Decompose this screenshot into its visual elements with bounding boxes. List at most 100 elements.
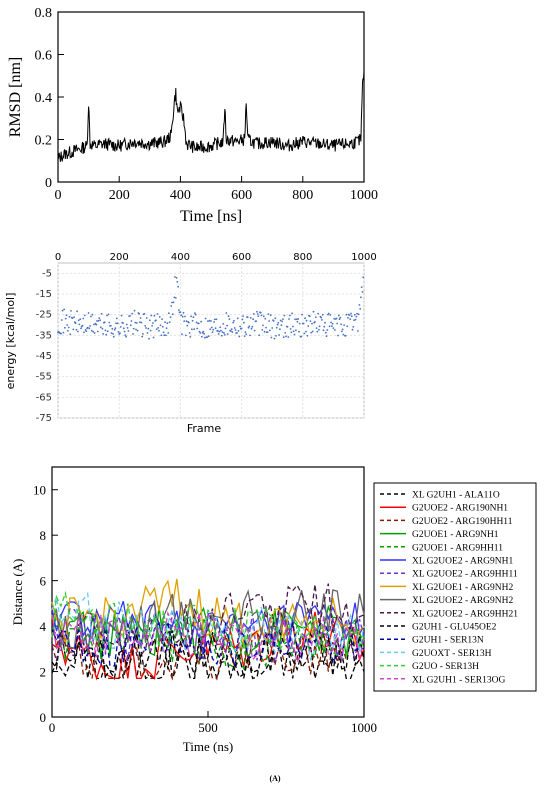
energy-point: [116, 322, 119, 325]
energy-point: [89, 325, 91, 327]
energy-point: [292, 330, 295, 333]
energy-point: [220, 329, 222, 332]
energy-ytick-label: -35: [36, 330, 52, 341]
energy-point: [345, 313, 348, 316]
energy-ytick-label: -65: [36, 392, 52, 403]
energy-xtick-label: 600: [232, 252, 251, 263]
energy-point: [208, 319, 211, 322]
energy-point: [257, 315, 260, 317]
energy-point: [123, 330, 126, 333]
energy-point: [289, 328, 292, 330]
energy-xtick-label: 200: [110, 252, 129, 263]
energy-point: [104, 329, 107, 332]
energy-point: [182, 311, 185, 314]
energy-point: [227, 315, 230, 318]
energy-point: [106, 314, 108, 317]
energy-point: [290, 331, 293, 334]
energy-point: [145, 317, 148, 319]
energy-point: [60, 332, 62, 335]
energy-point: [353, 313, 356, 316]
energy-point: [256, 310, 258, 313]
energy-point: [119, 326, 122, 328]
energy-point: [107, 313, 110, 316]
energy-point: [213, 321, 216, 323]
energy-point: [82, 317, 85, 320]
rmsd-xtick-label: 600: [231, 188, 252, 203]
energy-point: [171, 313, 174, 316]
energy-point: [181, 315, 184, 318]
energy-point: [126, 327, 129, 329]
energy-point: [228, 318, 231, 320]
energy-point: [291, 312, 293, 315]
energy-point: [197, 322, 200, 325]
energy-point: [74, 322, 77, 325]
energy-point: [351, 328, 354, 331]
energy-point: [93, 332, 96, 334]
rmsd-xtick-label: 0: [55, 188, 62, 203]
energy-xtick-label: 1000: [351, 252, 376, 263]
energy-point: [286, 325, 289, 328]
energy-point: [252, 313, 255, 315]
energy-point: [179, 311, 182, 313]
energy-point: [90, 315, 92, 318]
energy-point: [323, 325, 326, 328]
energy-point: [210, 320, 212, 322]
energy-point: [185, 320, 188, 323]
energy-point: [77, 330, 79, 333]
energy-point: [280, 324, 283, 326]
energy-point: [83, 331, 85, 334]
energy-point: [337, 334, 339, 337]
energy-point: [246, 316, 249, 319]
energy-point: [87, 312, 90, 314]
energy-point: [247, 326, 250, 329]
distance-legend: XL G2UH1 - ALA11O G2UOE2 - ARG190NH1 G2UOE…: [373, 482, 537, 692]
energy-point: [264, 317, 267, 320]
energy-point: [174, 276, 176, 278]
energy-point: [232, 321, 235, 324]
energy-point: [358, 304, 361, 306]
energy-point: [76, 310, 78, 313]
energy-point: [195, 321, 198, 324]
energy-point: [102, 333, 104, 335]
energy-point: [135, 328, 137, 331]
energy-point: [153, 314, 156, 317]
energy-point: [233, 327, 236, 329]
rmsd-ylabel: RMSD [nm]: [7, 57, 24, 137]
energy-point: [284, 332, 287, 334]
energy-point: [249, 317, 252, 319]
energy-xlabel: Frame: [187, 422, 222, 435]
energy-point: [300, 335, 303, 338]
energy-point: [350, 315, 353, 318]
energy-point: [279, 328, 281, 331]
energy-point: [305, 330, 307, 333]
energy-ytick-label: -15: [36, 289, 52, 300]
distance-ytick-label: 6: [40, 574, 47, 589]
energy-point: [213, 318, 216, 321]
energy-point: [288, 314, 291, 317]
energy-point: [65, 314, 68, 317]
energy-point: [298, 330, 300, 333]
energy-point: [173, 296, 176, 299]
energy-point: [207, 335, 210, 338]
energy-point: [308, 315, 311, 318]
energy-point: [119, 332, 121, 335]
energy-point: [281, 320, 283, 323]
distance-series-line: [51, 627, 365, 681]
energy-point: [282, 318, 284, 320]
rmsd-chart: 0 200 400 600 800 1000 0 0.2 0.4 0.6 0.8 Time [ns]…: [7, 6, 378, 225]
energy-point: [122, 327, 125, 330]
energy-point: [348, 314, 351, 316]
energy-point: [217, 333, 220, 335]
energy-point: [312, 310, 315, 313]
energy-point: [215, 318, 218, 321]
distance-ytick-label: 4: [40, 619, 47, 634]
energy-point: [178, 309, 180, 311]
energy-point: [240, 327, 243, 330]
energy-point: [204, 336, 206, 339]
energy-point: [163, 334, 166, 337]
energy-point: [184, 334, 187, 337]
energy-point: [353, 319, 355, 322]
panel-caption: (A): [269, 774, 280, 783]
distance-chart: 0 500 1000 0 2 4 6 8 10 Time (ns) Distance (A) X…: [10, 466, 537, 783]
energy-point: [159, 324, 162, 327]
